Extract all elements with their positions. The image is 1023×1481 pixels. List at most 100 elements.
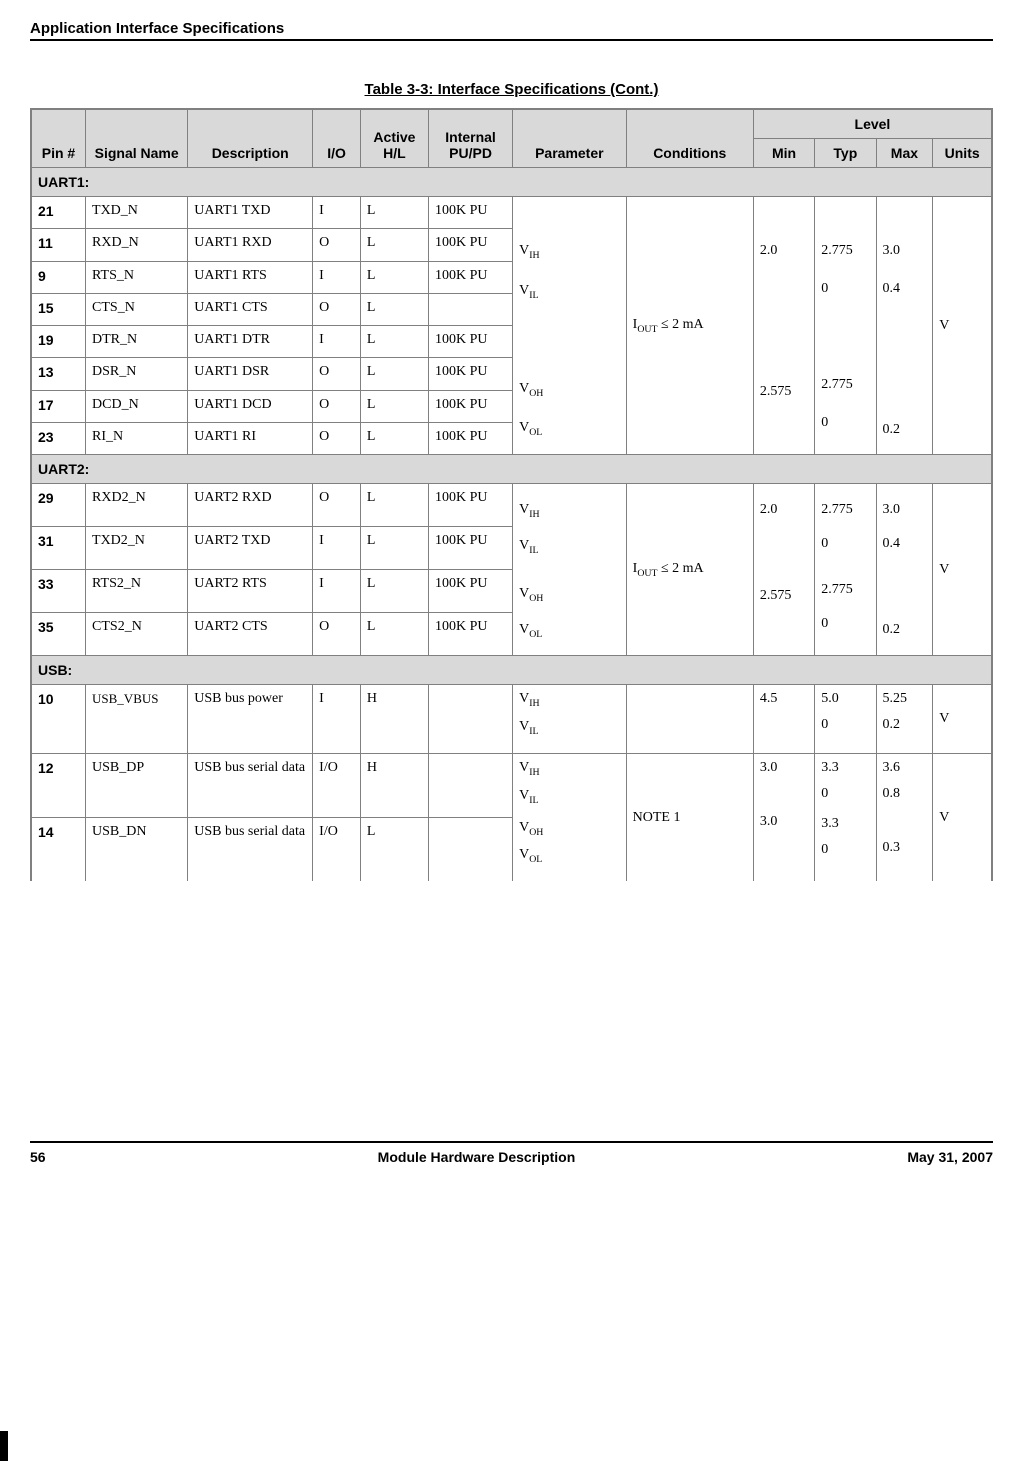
cell-units-uart1: V bbox=[933, 197, 992, 455]
th-cond: Conditions bbox=[626, 109, 753, 168]
cell-io: I bbox=[313, 570, 361, 613]
cell-pin: 13 bbox=[31, 358, 86, 390]
cell-io: O bbox=[313, 229, 361, 261]
cell-desc: UART1 CTS bbox=[188, 293, 313, 325]
cell-pin: 21 bbox=[31, 197, 86, 229]
cell-param-usb-vbus: VIH VIL bbox=[513, 685, 627, 754]
cell-cond-uart1: IOUT ≤ 2 mA bbox=[626, 197, 753, 455]
cell-act: L bbox=[360, 527, 428, 570]
cell-desc: UART2 TXD bbox=[188, 527, 313, 570]
footer-date: May 31, 2007 bbox=[907, 1149, 993, 1165]
cell-min-uart2: 2.0 2.575 bbox=[753, 484, 814, 656]
cell-sig: RXD_N bbox=[86, 229, 188, 261]
cell-units-usb-dpdn: V bbox=[933, 753, 992, 881]
cell-cond-uart2: IOUT ≤ 2 mA bbox=[626, 484, 753, 656]
cell-io: I/O bbox=[313, 818, 361, 881]
cell-desc: UART1 TXD bbox=[188, 197, 313, 229]
cell-pin: 15 bbox=[31, 293, 86, 325]
footer-center: Module Hardware Description bbox=[378, 1149, 576, 1165]
cell-desc: UART2 RTS bbox=[188, 570, 313, 613]
cell-min-usb-vbus: 4.5 bbox=[753, 685, 814, 754]
cell-sig: TXD2_N bbox=[86, 527, 188, 570]
page-tab-icon bbox=[0, 1431, 8, 1461]
th-units: Units bbox=[933, 139, 992, 168]
cell-io: O bbox=[313, 613, 361, 656]
cell-pupd: 100K PU bbox=[429, 613, 513, 656]
cell-pupd: 100K PU bbox=[429, 484, 513, 527]
table-row: 10 USB_VBUS USB bus power I H VIH VIL 4.… bbox=[31, 685, 992, 754]
table-row: 12 USB_DP USB bus serial data I/O H VIH … bbox=[31, 753, 992, 817]
th-level: Level bbox=[753, 109, 992, 139]
cell-sig: RXD2_N bbox=[86, 484, 188, 527]
cell-sig: USB_VBUS bbox=[86, 685, 188, 754]
cell-io: O bbox=[313, 390, 361, 422]
cell-desc: UART1 RI bbox=[188, 422, 313, 454]
cell-cond-usb-dpdn: NOTE 1 bbox=[626, 753, 753, 881]
cell-desc: UART1 RTS bbox=[188, 261, 313, 293]
th-desc: Description bbox=[188, 109, 313, 168]
cell-pupd bbox=[429, 685, 513, 754]
cell-max-usb-vbus: 5.25 0.2 bbox=[876, 685, 933, 754]
page-footer: 56 Module Hardware Description May 31, 2… bbox=[30, 1141, 993, 1165]
cell-pupd: 100K PU bbox=[429, 197, 513, 229]
cell-io: I bbox=[313, 685, 361, 754]
cell-param-usb-dpdn: VIH VIL VOH VOL bbox=[513, 753, 627, 881]
th-pupd: Internal PU/PD bbox=[429, 109, 513, 168]
th-signal: Signal Name bbox=[86, 109, 188, 168]
cell-pin: 29 bbox=[31, 484, 86, 527]
table-row: 29 RXD2_N UART2 RXD O L 100K PU VIH VIL … bbox=[31, 484, 992, 527]
th-max: Max bbox=[876, 139, 933, 168]
cell-pin: 23 bbox=[31, 422, 86, 454]
cell-sig: RI_N bbox=[86, 422, 188, 454]
cell-sig: TXD_N bbox=[86, 197, 188, 229]
cell-typ-usb-dpdn: 3.3 0 3.3 0 bbox=[815, 753, 876, 881]
page-header: Application Interface Specifications bbox=[30, 20, 993, 41]
cell-pin: 9 bbox=[31, 261, 86, 293]
cell-pupd: 100K PU bbox=[429, 570, 513, 613]
section-label: UART2: bbox=[31, 455, 992, 484]
cell-typ-uart2: 2.775 0 2.775 0 bbox=[815, 484, 876, 656]
spec-table: Pin # Signal Name Description I/O Active… bbox=[30, 108, 993, 881]
cell-act: L bbox=[360, 818, 428, 881]
cell-sig: DTR_N bbox=[86, 326, 188, 358]
footer-page: 56 bbox=[30, 1149, 46, 1165]
table-row: 21 TXD_N UART1 TXD I L 100K PU VIH VIL V… bbox=[31, 197, 992, 229]
cell-max-usb-dpdn: 3.6 0.8 0.3 bbox=[876, 753, 933, 881]
cell-pupd bbox=[429, 818, 513, 881]
cell-act: L bbox=[360, 484, 428, 527]
cell-act: L bbox=[360, 390, 428, 422]
cell-cond-usb-vbus bbox=[626, 685, 753, 754]
th-active: Active H/L bbox=[360, 109, 428, 168]
section-row-uart1: UART1: bbox=[31, 168, 992, 197]
cell-pin: 35 bbox=[31, 613, 86, 656]
cell-io: O bbox=[313, 358, 361, 390]
cell-io: O bbox=[313, 422, 361, 454]
cell-sig: USB_DN bbox=[86, 818, 188, 881]
cell-pin: 33 bbox=[31, 570, 86, 613]
cell-io: I/O bbox=[313, 753, 361, 817]
cell-io: I bbox=[313, 197, 361, 229]
cell-sig: DCD_N bbox=[86, 390, 188, 422]
cell-desc: UART2 RXD bbox=[188, 484, 313, 527]
cell-min-uart1: 2.0 2.575 bbox=[753, 197, 814, 455]
section-label: UART1: bbox=[31, 168, 992, 197]
cell-pupd: 100K PU bbox=[429, 422, 513, 454]
cell-io: I bbox=[313, 527, 361, 570]
cell-pupd bbox=[429, 293, 513, 325]
table-caption: Table 3-3: Interface Specifications (Con… bbox=[30, 81, 993, 98]
cell-act: L bbox=[360, 570, 428, 613]
th-pin: Pin # bbox=[31, 109, 86, 168]
cell-act: H bbox=[360, 753, 428, 817]
cell-io: O bbox=[313, 484, 361, 527]
cell-units-usb-vbus: V bbox=[933, 685, 992, 754]
cell-pupd: 100K PU bbox=[429, 390, 513, 422]
cell-desc: UART1 RXD bbox=[188, 229, 313, 261]
cell-sig: USB_DP bbox=[86, 753, 188, 817]
cell-pin: 19 bbox=[31, 326, 86, 358]
cell-io: O bbox=[313, 293, 361, 325]
cell-max-uart1: 3.0 0.4 0.2 bbox=[876, 197, 933, 455]
cell-desc: UART1 DSR bbox=[188, 358, 313, 390]
cell-pin: 31 bbox=[31, 527, 86, 570]
cell-sig: DSR_N bbox=[86, 358, 188, 390]
cell-pin: 14 bbox=[31, 818, 86, 881]
